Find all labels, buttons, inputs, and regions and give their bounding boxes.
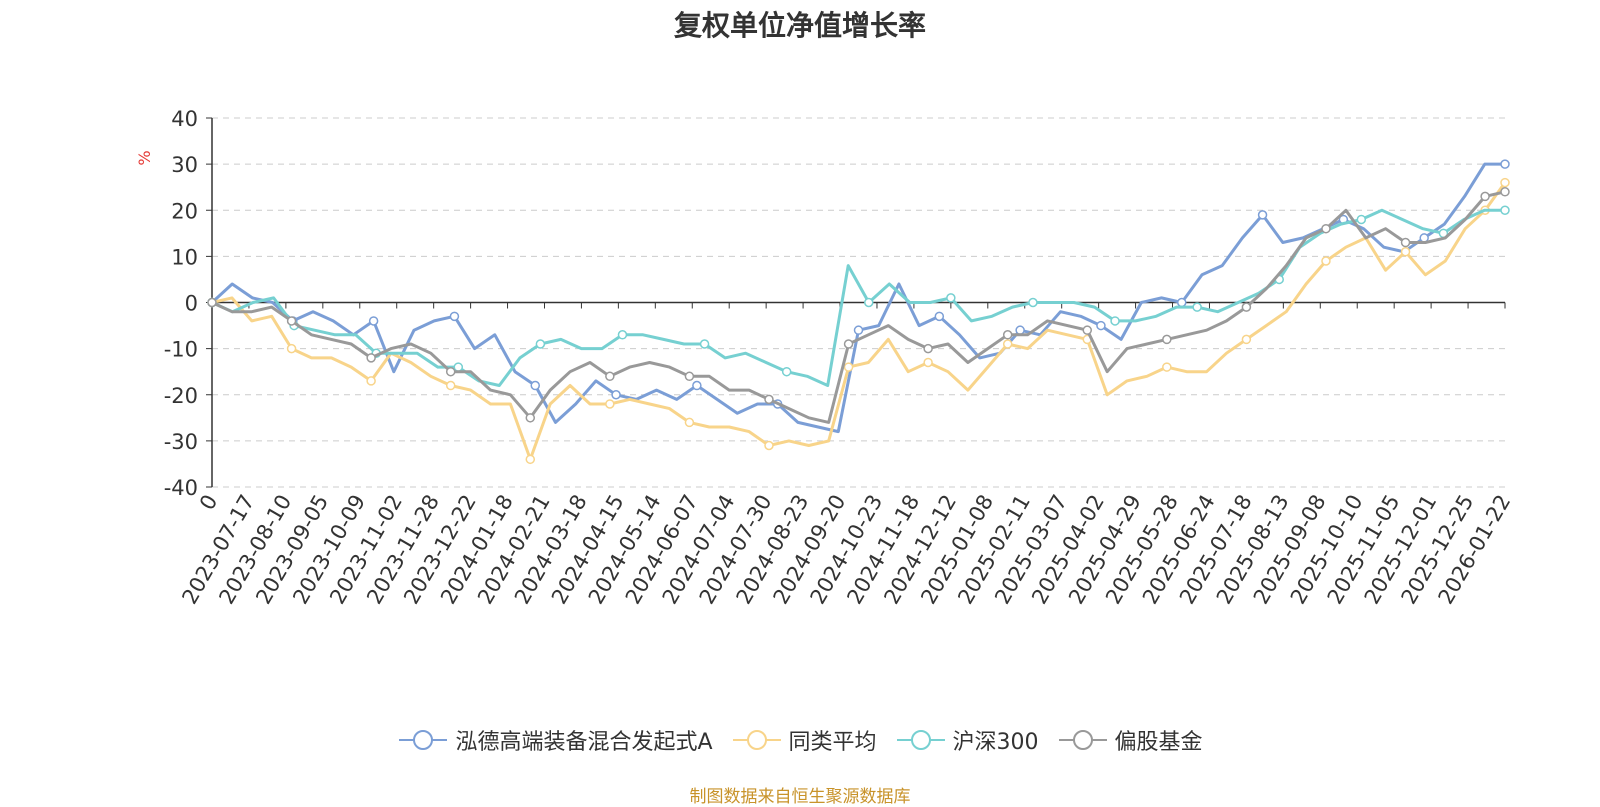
legend-label: 泓德高端装备混合发起式A	[455, 730, 713, 755]
source-note: 制图数据来自恒生聚源数据库	[689, 787, 911, 807]
legend-line-circle-icon	[399, 730, 448, 750]
data-point	[1500, 159, 1510, 169]
series-line	[211, 190, 1506, 424]
data-point	[445, 366, 456, 377]
data-point	[684, 417, 695, 428]
y-tick-label: 40	[171, 107, 198, 131]
data-point	[207, 297, 217, 308]
data-point	[525, 454, 536, 465]
data-point	[843, 362, 854, 372]
data-point	[764, 394, 774, 405]
data-point	[864, 297, 874, 308]
data-point	[366, 353, 376, 363]
data-point	[617, 330, 628, 340]
data-point	[1162, 334, 1172, 345]
data-point	[1480, 191, 1490, 202]
data-point	[1321, 256, 1331, 266]
data-point	[764, 440, 774, 451]
y-tick-label: 10	[171, 245, 198, 269]
data-point	[923, 357, 933, 368]
y-tick-label: -30	[164, 430, 198, 454]
series-lines	[207, 159, 1510, 465]
legend-line-circle-icon	[896, 730, 945, 750]
data-point	[934, 311, 945, 322]
data-point	[1500, 205, 1510, 215]
legend-item[interactable]: 沪深300	[895, 724, 1039, 756]
y-tick-label: 20	[171, 199, 198, 223]
data-point	[1002, 330, 1013, 340]
y-tick-label: 0	[185, 292, 198, 316]
series-line	[211, 181, 1507, 461]
data-point	[1500, 177, 1510, 188]
data-point	[1500, 187, 1510, 197]
data-point	[1400, 237, 1411, 248]
y-tick-label: -40	[164, 476, 198, 500]
data-point	[1015, 325, 1025, 335]
data-point	[286, 316, 297, 326]
data-point	[535, 339, 546, 349]
data-point	[1241, 334, 1252, 345]
series-line	[210, 162, 1505, 434]
data-point	[1082, 325, 1093, 335]
data-point	[1192, 302, 1202, 312]
legend-item[interactable]: 同类平均	[731, 724, 877, 756]
data-point	[1096, 320, 1106, 331]
legend-line-circle-icon	[732, 730, 781, 750]
series-group	[207, 159, 1510, 434]
data-point	[1028, 297, 1038, 308]
y-tick-label: 30	[171, 153, 198, 177]
data-point	[1356, 214, 1367, 225]
data-point	[453, 362, 464, 372]
legend-line-circle-icon	[1058, 730, 1107, 750]
data-point	[368, 316, 379, 326]
series-group	[207, 177, 1510, 465]
data-point	[843, 339, 854, 349]
legend-label: 偏股基金	[1114, 730, 1203, 755]
data-point	[781, 366, 792, 377]
data-point	[1257, 210, 1268, 220]
data-point	[853, 325, 864, 335]
data-point	[605, 371, 615, 382]
legend-label: 沪深300	[952, 730, 1039, 755]
data-point	[1321, 223, 1331, 234]
data-point	[1400, 247, 1411, 257]
x-tick-label: 0	[195, 491, 222, 515]
series-group	[207, 187, 1510, 424]
data-point	[923, 343, 933, 354]
chart-title: 复权单位净值增长率	[673, 9, 926, 42]
legend-label: 同类平均	[788, 730, 877, 755]
data-point	[946, 293, 956, 303]
data-point	[366, 376, 376, 386]
data-point	[445, 380, 456, 391]
data-point	[699, 339, 710, 349]
data-point	[530, 380, 540, 391]
data-point	[1241, 302, 1252, 312]
data-point	[611, 390, 621, 400]
y-tick-label: -20	[164, 384, 198, 408]
data-point	[1177, 297, 1187, 308]
data-point	[684, 371, 695, 382]
y-axis-label: %	[135, 150, 154, 165]
data-point	[1110, 316, 1120, 326]
data-point	[692, 380, 702, 391]
data-point	[1002, 339, 1013, 349]
legend-item[interactable]: 泓德高端装备混合发起式A	[397, 724, 713, 756]
data-point	[449, 311, 460, 322]
data-point	[286, 343, 297, 354]
data-point	[605, 399, 615, 409]
legend-item[interactable]: 偏股基金	[1057, 724, 1203, 756]
legend: 泓德高端装备混合发起式A 同类平均 沪深300 偏股基金	[0, 724, 1600, 756]
y-tick-label: -10	[164, 338, 198, 362]
data-point	[525, 413, 536, 423]
data-point	[1162, 362, 1172, 372]
